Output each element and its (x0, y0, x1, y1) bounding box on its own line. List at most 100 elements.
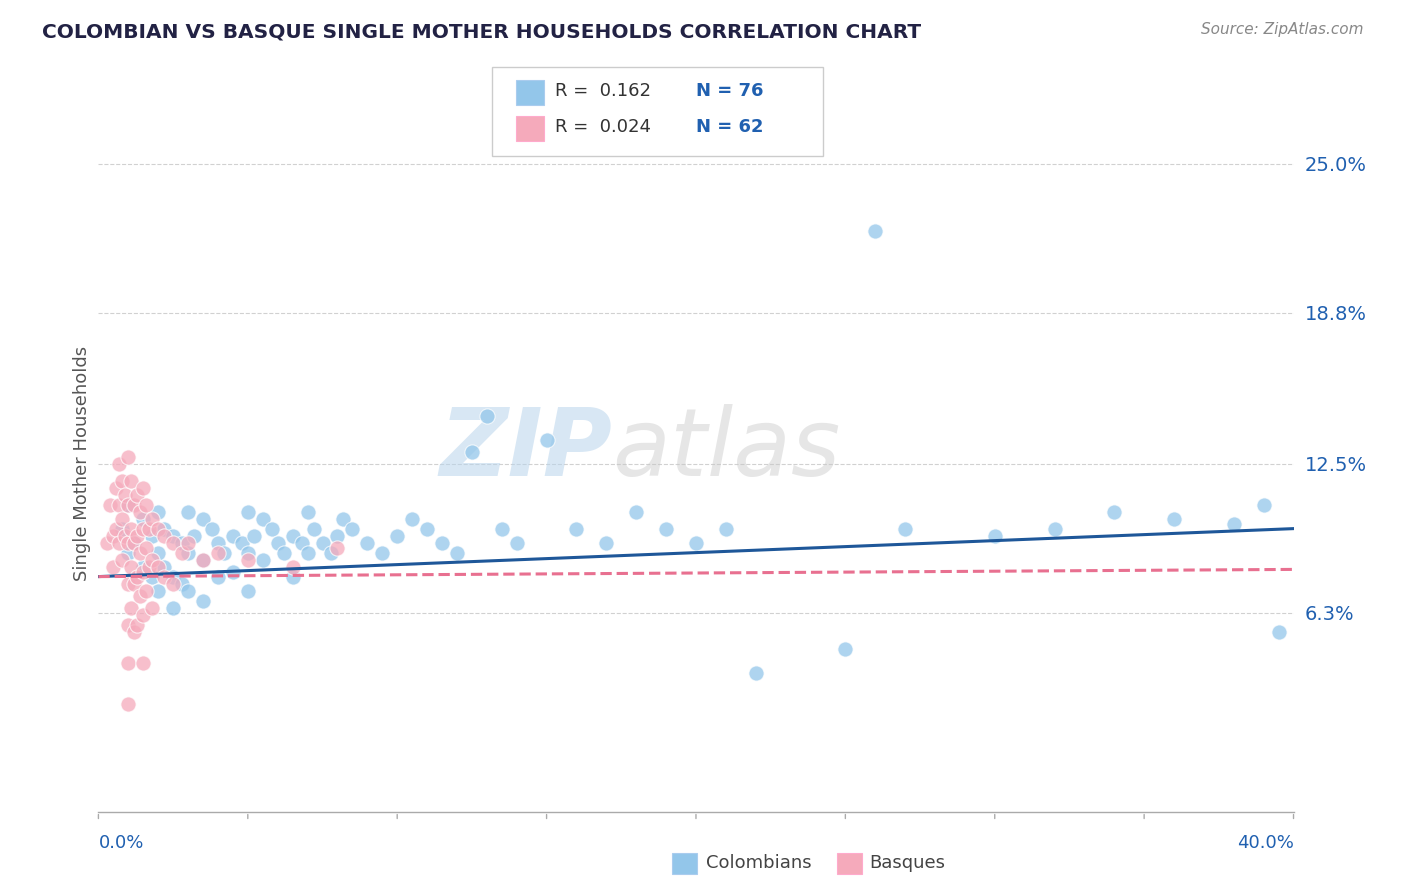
Point (129, 505, 152, 519)
Point (114, 488, 136, 502)
Point (1223, 516, 1246, 531)
Point (117, 450, 139, 464)
Point (108, 536, 131, 550)
Point (385, 529, 409, 543)
Point (401, 512, 423, 526)
Point (326, 541, 349, 555)
Point (129, 546, 152, 560)
Point (172, 536, 194, 550)
Text: Basques: Basques (869, 855, 945, 872)
Text: 0.0%: 0.0% (98, 834, 143, 852)
Point (236, 553, 259, 567)
Point (117, 697, 139, 711)
Text: 40.0%: 40.0% (1237, 834, 1294, 852)
Point (120, 474, 142, 488)
Point (135, 498, 157, 512)
Point (148, 584, 170, 599)
Text: ZIP: ZIP (440, 404, 612, 496)
Point (1043, 522, 1066, 536)
Point (103, 560, 125, 574)
Point (281, 560, 304, 574)
Point (297, 505, 319, 519)
Point (105, 481, 128, 495)
Point (222, 565, 245, 579)
Point (1253, 498, 1275, 512)
Point (141, 569, 163, 583)
Point (231, 536, 253, 550)
Text: N = 76: N = 76 (696, 82, 763, 100)
Point (105, 522, 128, 536)
Point (132, 565, 155, 579)
Point (834, 641, 856, 656)
Point (138, 522, 160, 536)
Point (207, 536, 229, 550)
Y-axis label: Single Mother Households: Single Mother Households (73, 346, 91, 582)
Point (148, 546, 170, 560)
Point (461, 445, 484, 459)
Point (356, 536, 378, 550)
Point (124, 576, 146, 591)
Point (252, 553, 274, 567)
Point (162, 536, 184, 550)
Point (302, 522, 325, 536)
Point (127, 569, 149, 583)
Point (117, 576, 139, 591)
Point (111, 553, 134, 567)
Point (894, 522, 917, 536)
Point (111, 512, 134, 526)
Text: R =  0.162: R = 0.162 (555, 82, 651, 100)
Point (311, 536, 333, 550)
Point (236, 505, 259, 519)
Point (117, 617, 139, 632)
Point (222, 529, 245, 543)
Point (98, 498, 122, 512)
Point (207, 569, 229, 583)
Point (132, 512, 155, 526)
Point (506, 536, 529, 550)
Point (141, 529, 163, 543)
Point (1267, 624, 1289, 639)
Point (177, 546, 200, 560)
Point (132, 656, 155, 670)
Point (183, 529, 205, 543)
Point (138, 560, 160, 574)
Point (148, 522, 170, 536)
Point (1104, 505, 1126, 519)
Text: N = 62: N = 62 (696, 118, 763, 136)
Point (1163, 512, 1185, 526)
Point (281, 569, 304, 583)
Point (685, 536, 707, 550)
Point (111, 474, 134, 488)
Point (595, 536, 617, 550)
Point (114, 529, 136, 543)
Point (132, 607, 155, 622)
Point (132, 481, 155, 495)
Point (124, 536, 146, 550)
Point (120, 560, 142, 574)
Point (148, 560, 170, 574)
Point (416, 522, 439, 536)
Point (191, 553, 214, 567)
Point (177, 505, 200, 519)
Point (153, 569, 176, 583)
Point (108, 457, 131, 471)
Point (127, 488, 149, 502)
Point (127, 617, 149, 632)
Text: atlas: atlas (612, 404, 841, 495)
Point (236, 546, 259, 560)
Point (162, 529, 184, 543)
Point (111, 522, 134, 536)
Point (117, 498, 139, 512)
Point (207, 546, 229, 560)
Point (141, 553, 163, 567)
Point (865, 224, 887, 238)
Point (236, 584, 259, 599)
Point (565, 522, 588, 536)
Point (103, 529, 125, 543)
Point (117, 536, 139, 550)
Point (117, 656, 139, 670)
Point (475, 409, 498, 423)
Point (212, 546, 235, 560)
Point (326, 529, 349, 543)
Text: R =  0.024: R = 0.024 (555, 118, 651, 136)
